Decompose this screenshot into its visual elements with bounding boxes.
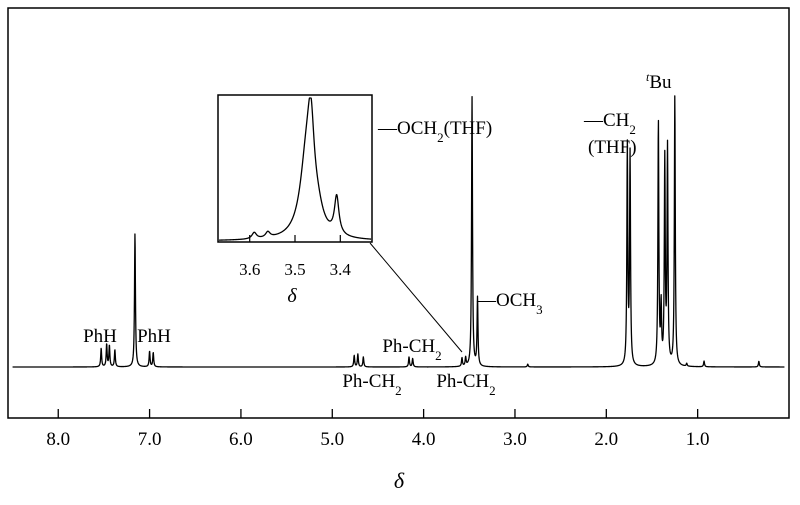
annotation-phh-left: PhH [83,326,117,347]
main-x-tick-label: 6.0 [229,429,253,450]
main-x-axis-label: δ [394,468,405,493]
inset-frame [217,94,373,243]
inset-x-axis-label: δ [287,285,297,307]
main-spectrum-line [12,95,785,368]
main-x-tick-label: 1.0 [686,429,710,450]
annotation-tbu: tBu [646,70,672,93]
main-x-tick-label: 5.0 [320,429,344,450]
main-x-tick-label: 4.0 [412,429,436,450]
inset-x-axis-ticks: 3.6 3.5 3.4 [239,235,351,279]
annotation-phh-right: PhH [137,326,171,347]
main-x-tick-label: 7.0 [138,429,162,450]
inset-leader-line [369,242,463,353]
main-x-tick-label: 2.0 [594,429,618,450]
annotation-ch2-thf-2: (THF) [588,137,637,158]
inset-x-tick-label: 3.6 [239,260,260,279]
main-x-tick-label: 8.0 [46,429,70,450]
main-x-axis-ticks: 8.0 7.0 6.0 5.0 4.0 3.0 2.0 1.0 [46,409,710,450]
inset-spectrum-line [218,97,372,241]
inset-x-tick-label: 3.5 [284,260,305,279]
inset-x-tick-label: 3.4 [330,260,352,279]
main-x-tick-label: 3.0 [503,429,527,450]
